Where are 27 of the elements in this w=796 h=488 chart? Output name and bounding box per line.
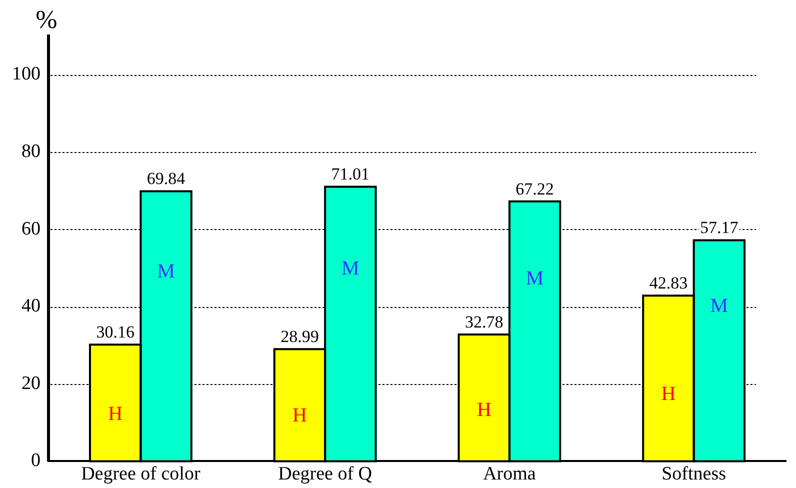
- data-label: 69.84: [146, 169, 186, 188]
- data-label: 67.22: [516, 179, 554, 198]
- x-tick-label: Softness: [662, 464, 726, 485]
- text: M: [710, 294, 728, 317]
- text: H: [292, 404, 307, 427]
- y-tick-label: 20: [22, 372, 40, 394]
- y-tick-label: 0: [31, 450, 40, 472]
- text: M: [157, 260, 175, 282]
- x-tick-label: Degree of Q: [278, 464, 372, 485]
- text: M: [342, 257, 360, 280]
- y-tick-label: 40: [22, 296, 40, 317]
- text: H: [661, 383, 676, 406]
- data-label: 32.78: [464, 312, 504, 332]
- x-tick-label: Degree of color: [81, 464, 201, 485]
- data-label: 30.16: [96, 322, 134, 342]
- data-label: 71.01: [331, 164, 370, 184]
- y-tick-label: 80: [22, 140, 40, 162]
- y-tick-label: 100: [12, 64, 40, 85]
- data-label: 28.99: [280, 327, 319, 346]
- series-label: H: [108, 402, 123, 425]
- y-tick-label: 60: [22, 218, 40, 240]
- data-label: 57.17: [700, 218, 739, 238]
- y-axis-title: %: [36, 4, 58, 34]
- data-label: 42.83: [649, 274, 688, 293]
- x-tick-label: Aroma: [483, 464, 536, 485]
- series-label: M: [526, 268, 544, 290]
- text: H: [476, 398, 492, 421]
